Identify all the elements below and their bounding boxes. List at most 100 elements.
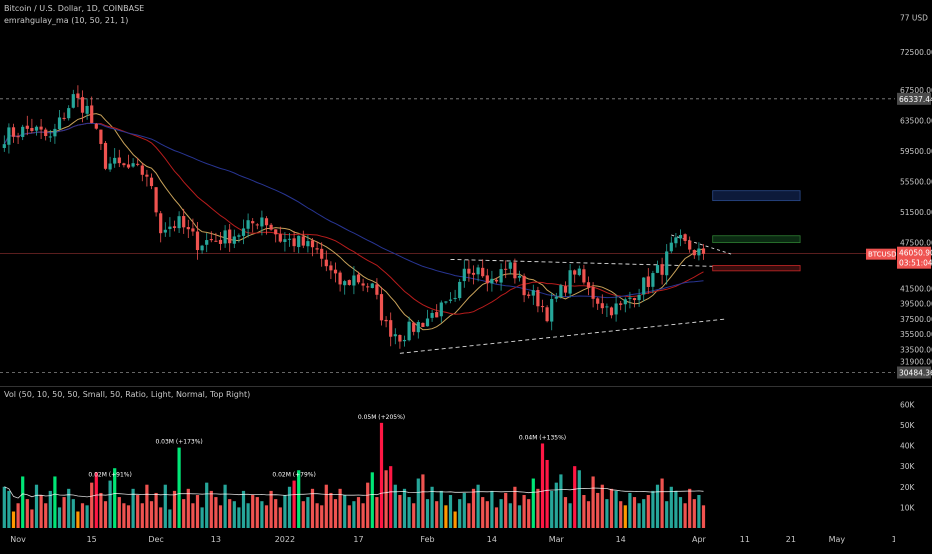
candle-body bbox=[499, 269, 503, 283]
candle-body bbox=[163, 229, 167, 233]
time-tick-label: May bbox=[829, 535, 846, 544]
candle-body bbox=[416, 322, 420, 333]
time-axis[interactable]: Nov 15 Dec 13 2022 17 Feb 14 Mar 14 Apr 11 21 May 16 bbox=[0, 528, 902, 550]
candle-body bbox=[287, 238, 292, 240]
time-tick-label: Apr bbox=[692, 535, 707, 544]
candle bbox=[499, 263, 503, 291]
candle bbox=[71, 89, 75, 109]
candle-body bbox=[274, 229, 278, 235]
time-tick-label: 16 bbox=[892, 535, 895, 544]
volume-bar bbox=[246, 503, 250, 528]
volume-bar bbox=[527, 499, 531, 528]
candle-body bbox=[517, 275, 522, 278]
support-trendline bbox=[399, 318, 727, 354]
candle bbox=[103, 141, 108, 171]
volume-bar bbox=[283, 495, 287, 528]
candle bbox=[425, 309, 430, 327]
candle-body bbox=[476, 267, 480, 275]
volume-chart[interactable]: 0.02M (+91%) 0.03M (+173%) 0.02M (+79%) 0.0… bbox=[0, 386, 932, 528]
volume-bar bbox=[669, 486, 673, 528]
candle bbox=[632, 297, 637, 308]
candle-body bbox=[85, 105, 89, 114]
price-tick-label: 39500.00 bbox=[900, 300, 932, 309]
volume-bar bbox=[490, 490, 494, 528]
candle bbox=[297, 235, 301, 254]
volume-bar bbox=[398, 495, 402, 528]
candle-body bbox=[117, 157, 121, 164]
time-tick-label: Feb bbox=[420, 535, 434, 544]
candle bbox=[338, 270, 342, 292]
volume-bar bbox=[628, 492, 632, 528]
volume-bar bbox=[306, 497, 310, 528]
volume-bar bbox=[278, 507, 282, 528]
low-level-tag-bg bbox=[897, 366, 931, 379]
candle-body bbox=[678, 234, 683, 239]
candle bbox=[39, 118, 43, 139]
candle bbox=[246, 213, 250, 238]
candle-body bbox=[573, 270, 577, 275]
candle-body bbox=[439, 302, 443, 317]
candle bbox=[366, 283, 370, 293]
candle-body bbox=[527, 294, 531, 296]
candle bbox=[448, 292, 453, 304]
time-tick-label: 21 bbox=[786, 535, 796, 544]
candle-body bbox=[655, 265, 660, 273]
candle bbox=[48, 129, 52, 142]
volume-bar bbox=[255, 497, 259, 528]
candle-body bbox=[623, 299, 627, 305]
price-tick-label: 77 USD bbox=[900, 13, 928, 22]
volume-pane[interactable]: 0.02M (+91%) 0.03M (+173%) 0.02M (+79%) 0.0… bbox=[0, 386, 932, 528]
volume-bar bbox=[200, 507, 204, 528]
symbol-title: Bitcoin / U.S. Dollar, 1D, COINBASE bbox=[4, 4, 145, 13]
candle bbox=[596, 297, 600, 310]
candle-body bbox=[251, 221, 255, 224]
volume-bar bbox=[356, 497, 361, 528]
volume-bar bbox=[149, 501, 154, 528]
time-tick-label: 14 bbox=[487, 535, 497, 544]
candle-body bbox=[7, 127, 11, 145]
candle-body bbox=[99, 129, 103, 144]
volume-bar bbox=[692, 499, 696, 528]
candle-body bbox=[278, 234, 282, 242]
volume-bar bbox=[683, 503, 687, 528]
candle bbox=[11, 123, 16, 143]
candle-body bbox=[44, 129, 48, 136]
candle bbox=[94, 122, 98, 130]
candle bbox=[154, 187, 158, 217]
volume-bar bbox=[347, 505, 351, 528]
candle bbox=[697, 242, 701, 261]
candle bbox=[186, 219, 190, 238]
volume-bar bbox=[292, 480, 296, 528]
candle-body bbox=[191, 228, 195, 232]
candle bbox=[232, 229, 236, 249]
volume-bar bbox=[251, 495, 255, 528]
candle-body bbox=[665, 251, 669, 276]
candle-body bbox=[540, 306, 545, 308]
volume-bar bbox=[228, 499, 232, 528]
candle-body bbox=[264, 218, 269, 226]
volume-bar bbox=[439, 490, 443, 528]
price-chart[interactable]: 77 USD 72500.00 67500.00 63500.00 59500.00 55… bbox=[0, 0, 932, 386]
candle bbox=[655, 260, 660, 274]
candle-body bbox=[205, 240, 209, 245]
candle bbox=[485, 268, 489, 292]
candle-body bbox=[159, 213, 163, 234]
candle-body bbox=[458, 281, 462, 299]
candle bbox=[278, 226, 282, 243]
candle-body bbox=[324, 259, 328, 267]
candle bbox=[536, 286, 540, 313]
price-chart-pane[interactable]: 77 USD 72500.00 67500.00 63500.00 59500.00 55… bbox=[0, 0, 932, 386]
candle bbox=[241, 219, 246, 245]
candle bbox=[264, 216, 269, 235]
candle-body bbox=[563, 286, 568, 293]
volume-bar bbox=[352, 501, 356, 528]
candle-body bbox=[260, 217, 264, 227]
volume-bar bbox=[205, 482, 209, 528]
candle-body bbox=[218, 239, 223, 244]
volume-tick-label: 30K bbox=[900, 462, 916, 471]
candle bbox=[665, 244, 669, 285]
volume-bar bbox=[34, 484, 39, 528]
time-tick-label: 13 bbox=[211, 535, 221, 544]
volume-bar bbox=[582, 495, 586, 528]
volume-bar bbox=[559, 474, 563, 528]
